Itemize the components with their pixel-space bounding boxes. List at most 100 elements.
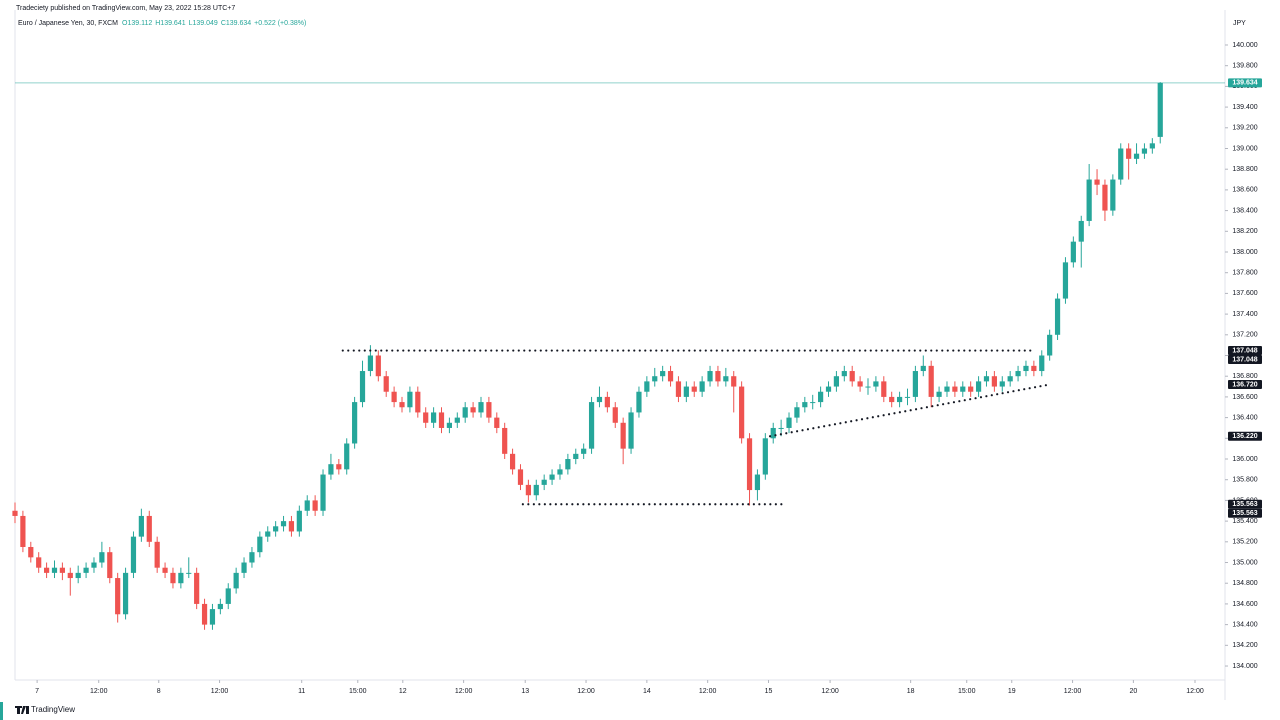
- candle-body: [122, 572, 129, 615]
- candle-body: [715, 371, 721, 382]
- y-tick-label: 138.400: [1232, 207, 1257, 214]
- candle-body: [107, 552, 113, 579]
- candle-body: [1141, 148, 1148, 154]
- candle-body: [75, 572, 81, 579]
- price-badge: [1228, 508, 1262, 518]
- candle-body: [423, 412, 429, 423]
- candle-body: [620, 422, 626, 449]
- candle-body: [367, 355, 374, 372]
- x-tick-label: 18: [907, 688, 915, 695]
- y-tick-label: 136.400: [1232, 414, 1257, 421]
- x-tick-label: 15:00: [958, 688, 976, 695]
- candle-body: [573, 453, 579, 460]
- candle-body: [462, 407, 468, 418]
- candle-body: [557, 469, 563, 475]
- x-tick-label: 12:00: [211, 688, 229, 695]
- brand: TradingView: [31, 705, 75, 714]
- candle-body: [865, 386, 871, 388]
- candle-body: [241, 562, 247, 573]
- candle-body: [249, 552, 255, 563]
- candle-body: [257, 536, 263, 553]
- candle-body: [960, 386, 966, 392]
- y-tick-label: 136.000: [1232, 456, 1257, 463]
- candle-body: [446, 422, 452, 428]
- candle-body: [201, 603, 208, 625]
- y-tick-label: 136.800: [1232, 373, 1257, 380]
- candle-body: [162, 567, 168, 573]
- candle-body: [91, 562, 97, 568]
- candle-body: [36, 557, 42, 568]
- candle-body: [1023, 365, 1029, 372]
- x-tick-label: 12:00: [455, 688, 473, 695]
- y-tick-label: 135.000: [1232, 559, 1257, 566]
- candle-body: [43, 567, 50, 573]
- y-tick-label: 139.200: [1232, 125, 1257, 132]
- candle-body: [344, 443, 350, 470]
- x-tick-label: 12:00: [577, 688, 595, 695]
- candle-body: [470, 407, 476, 413]
- y-tick-label: 138.600: [1232, 187, 1257, 194]
- attribution: Tradeciety published on TradingView.com,…: [16, 5, 235, 12]
- x-tick-label: 12:00: [1064, 688, 1082, 695]
- candle-body: [754, 474, 761, 491]
- candle-body: [1102, 184, 1108, 211]
- y-tick-label: 136.600: [1232, 394, 1257, 401]
- candle-body: [549, 474, 555, 480]
- candle-body: [280, 521, 287, 527]
- candle-body: [209, 609, 216, 625]
- candle-body: [154, 541, 160, 568]
- candle-body: [1031, 365, 1037, 372]
- candle-body: [1110, 179, 1116, 211]
- y-tick-label: 135.200: [1232, 539, 1257, 546]
- candle-body: [336, 464, 342, 470]
- symbol: Euro / Japanese Yen, 30, FXCM: [18, 20, 118, 27]
- candle-body: [478, 402, 484, 413]
- x-tick-label: 11: [298, 688, 305, 695]
- price-badge-label: 139.634: [1232, 80, 1257, 87]
- candle-body: [1007, 376, 1013, 382]
- currency: JPY: [1233, 20, 1246, 27]
- candle-body: [802, 402, 808, 408]
- y-tick-label: 138.000: [1232, 249, 1257, 256]
- x-tick-label: 8: [157, 688, 161, 695]
- candle-body: [312, 500, 318, 511]
- candle-body: [1149, 143, 1155, 149]
- candle-body: [352, 402, 358, 444]
- candle-body: [20, 515, 26, 547]
- candle-body: [636, 391, 642, 413]
- candle-body: [952, 386, 958, 392]
- candle-body: [1133, 153, 1140, 159]
- price-badge: [1228, 78, 1262, 88]
- price-badge: [1228, 431, 1262, 441]
- brand-logo: [15, 706, 29, 714]
- candle-body: [391, 391, 397, 403]
- price-badge-label: 137.048: [1232, 356, 1257, 363]
- x-tick-label: 12:00: [90, 688, 108, 695]
- y-tick-label: 139.800: [1232, 63, 1257, 70]
- candle-body: [746, 438, 753, 491]
- candle-body: [99, 552, 105, 563]
- candle-body: [1086, 179, 1092, 221]
- quote-value: H139.641: [155, 20, 185, 27]
- candle-body: [588, 402, 595, 449]
- y-tick-label: 134.400: [1232, 621, 1257, 628]
- candle-body: [454, 417, 460, 423]
- candle-body: [399, 402, 405, 408]
- candle-body: [778, 427, 784, 429]
- price-badge-label: 135.563: [1232, 510, 1257, 517]
- y-tick-label: 134.000: [1232, 663, 1257, 670]
- candle-body: [28, 546, 34, 558]
- x-tick-label: 20: [1129, 688, 1137, 695]
- candle-body: [1078, 220, 1084, 242]
- price-badge: [1228, 355, 1262, 365]
- candle-body: [1126, 148, 1132, 159]
- candle-body: [517, 469, 524, 485]
- candle-body: [707, 371, 713, 382]
- candle-body: [1039, 355, 1045, 372]
- candle-body: [612, 407, 618, 423]
- candle-body: [1047, 334, 1053, 356]
- candle-body: [359, 371, 366, 403]
- y-tick-label: 139.400: [1232, 104, 1257, 111]
- candle-body: [770, 427, 776, 439]
